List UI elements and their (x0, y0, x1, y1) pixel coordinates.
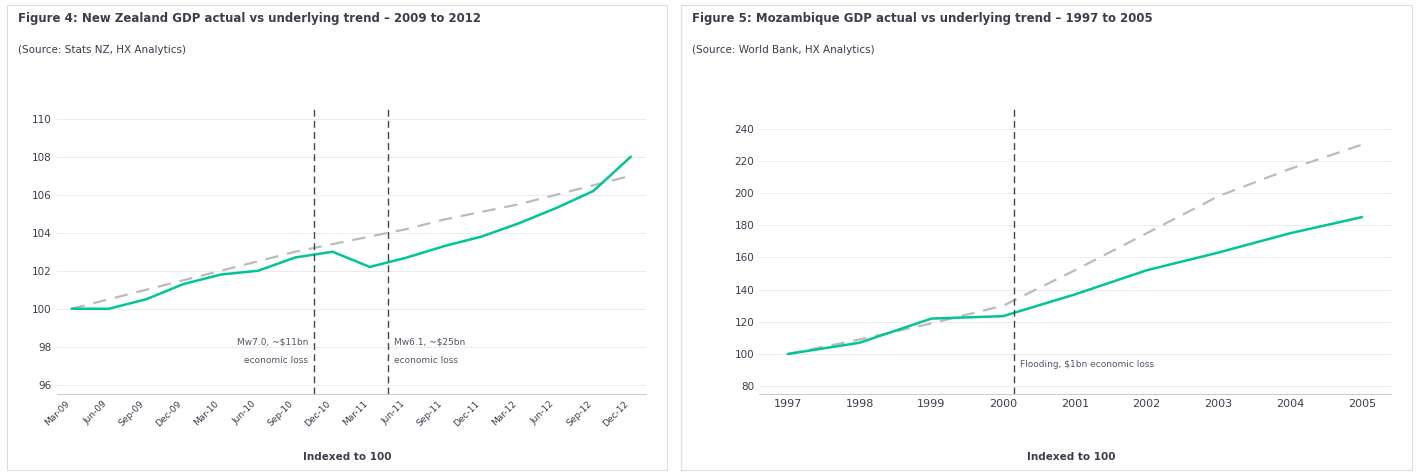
Text: economic loss: economic loss (244, 356, 308, 365)
Text: Figure 5: Mozambique GDP actual vs underlying trend – 1997 to 2005: Figure 5: Mozambique GDP actual vs under… (692, 12, 1154, 25)
Text: Mw6.1, ~$25bn: Mw6.1, ~$25bn (394, 337, 465, 346)
Text: (Source: Stats NZ, HX Analytics): (Source: Stats NZ, HX Analytics) (18, 45, 186, 55)
Text: (Source: World Bank, HX Analytics): (Source: World Bank, HX Analytics) (692, 45, 876, 55)
Text: economic loss: economic loss (394, 356, 458, 365)
Text: Indexed to 100: Indexed to 100 (1027, 452, 1115, 462)
Text: Mw7.0, ~$11bn: Mw7.0, ~$11bn (237, 337, 308, 346)
Text: Figure 4: New Zealand GDP actual vs underlying trend – 2009 to 2012: Figure 4: New Zealand GDP actual vs unde… (18, 12, 481, 25)
Text: Flooding, $1bn economic loss: Flooding, $1bn economic loss (1020, 360, 1154, 369)
Text: Indexed to 100: Indexed to 100 (304, 452, 392, 462)
